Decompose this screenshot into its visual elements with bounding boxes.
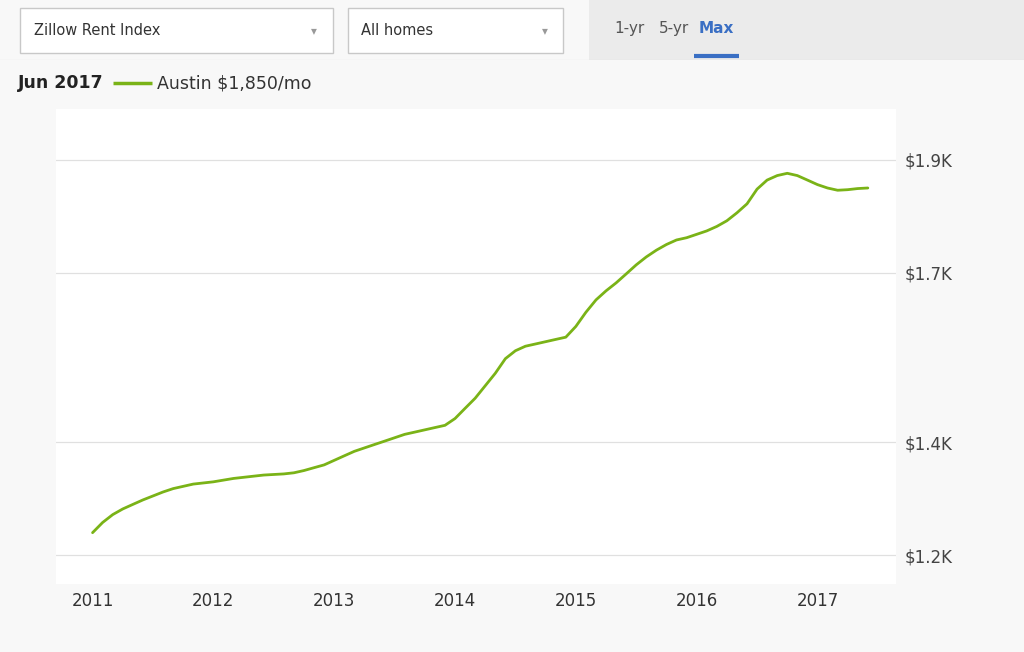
FancyBboxPatch shape <box>20 8 333 53</box>
Text: ▾: ▾ <box>311 23 317 37</box>
Text: Austin $1,850/mo: Austin $1,850/mo <box>157 74 311 93</box>
Text: Max: Max <box>699 22 734 37</box>
Text: 1-yr: 1-yr <box>614 22 645 37</box>
FancyBboxPatch shape <box>348 8 563 53</box>
Text: ▾: ▾ <box>542 23 548 37</box>
Text: Jun 2017: Jun 2017 <box>18 74 104 93</box>
Bar <box>589 0 1024 60</box>
Text: Zillow Rent Index: Zillow Rent Index <box>34 23 160 38</box>
Text: 5-yr: 5-yr <box>658 22 689 37</box>
Text: All homes: All homes <box>361 23 433 38</box>
